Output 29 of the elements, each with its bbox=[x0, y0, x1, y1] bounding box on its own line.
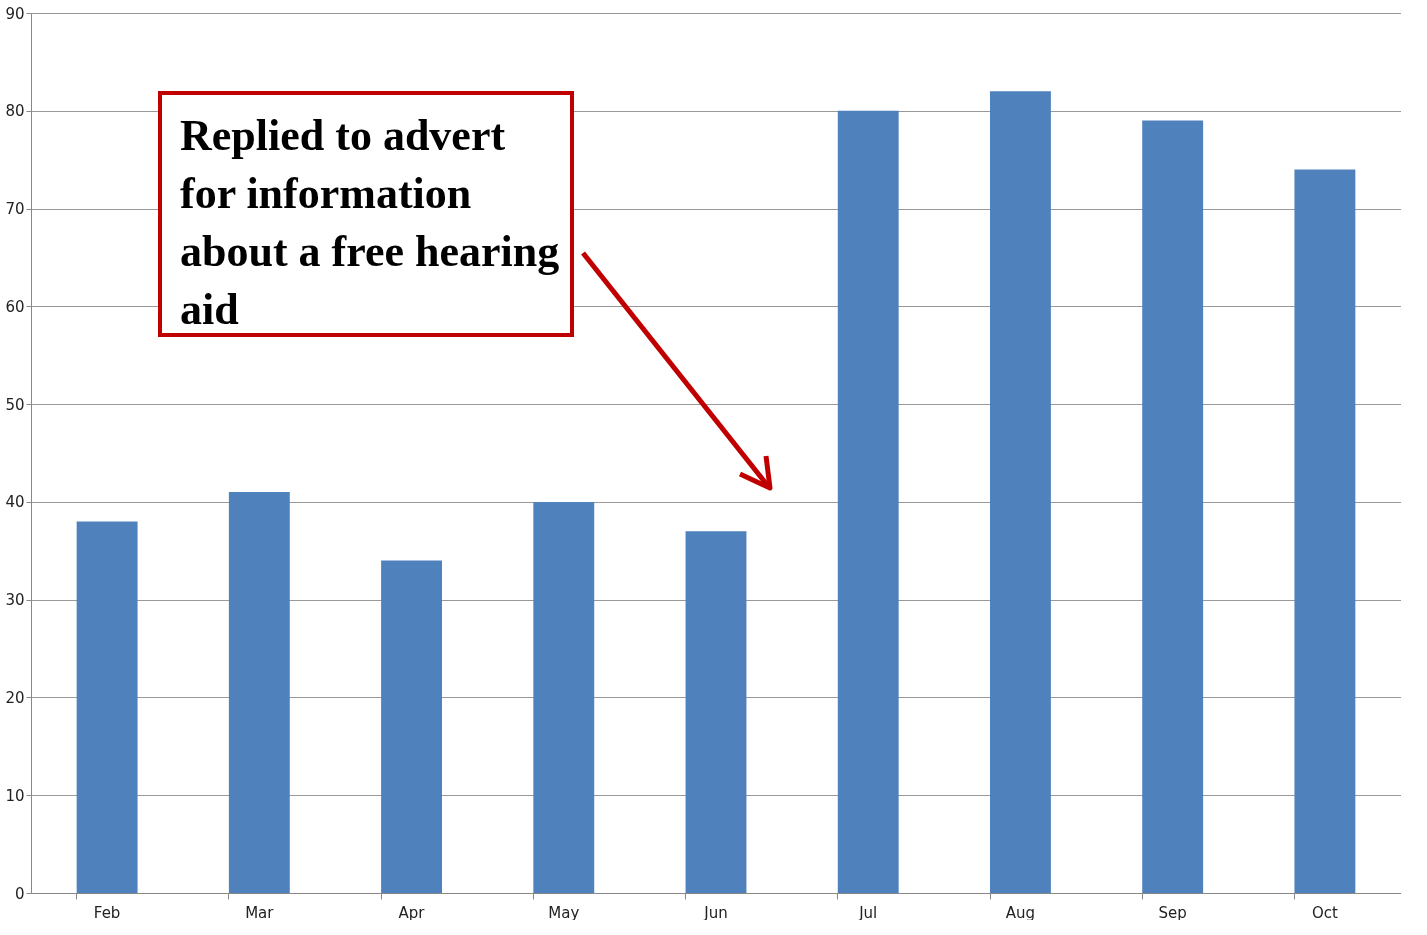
y-tick-label: 50 bbox=[5, 395, 25, 414]
x-tick-label: Jul bbox=[858, 903, 878, 922]
x-tick-label: Sep bbox=[1158, 903, 1187, 922]
x-tick-label: Feb bbox=[93, 903, 121, 922]
y-tick-label: 0 bbox=[14, 884, 25, 903]
y-tick-label: 20 bbox=[5, 688, 25, 707]
x-tick-label: Oct bbox=[1311, 903, 1338, 922]
y-tick-label: 30 bbox=[5, 591, 25, 610]
bar bbox=[76, 521, 138, 893]
annotation: Replied to advert for information about a free hearing aid bbox=[158, 91, 574, 337]
x-tick-label: Apr bbox=[398, 903, 426, 922]
bar bbox=[1294, 169, 1356, 893]
bar bbox=[837, 110, 899, 893]
y-tick-label: 40 bbox=[5, 493, 25, 512]
x-tick-label: Aug bbox=[1005, 903, 1036, 922]
bar bbox=[533, 501, 595, 893]
bar bbox=[228, 492, 290, 893]
y-tick-label: 10 bbox=[5, 786, 25, 805]
x-tick-label: Jun bbox=[703, 903, 728, 922]
y-tick-label: 90 bbox=[5, 4, 25, 23]
y-tick-label: 70 bbox=[5, 200, 25, 219]
bar bbox=[381, 560, 442, 893]
bar bbox=[990, 91, 1051, 893]
bar bbox=[685, 531, 747, 893]
y-tick-label: 80 bbox=[5, 102, 25, 121]
bar bbox=[1142, 120, 1204, 893]
x-tick-label: May bbox=[548, 903, 580, 922]
x-tick-label: Mar bbox=[245, 903, 275, 922]
y-tick-label: 60 bbox=[5, 297, 25, 316]
